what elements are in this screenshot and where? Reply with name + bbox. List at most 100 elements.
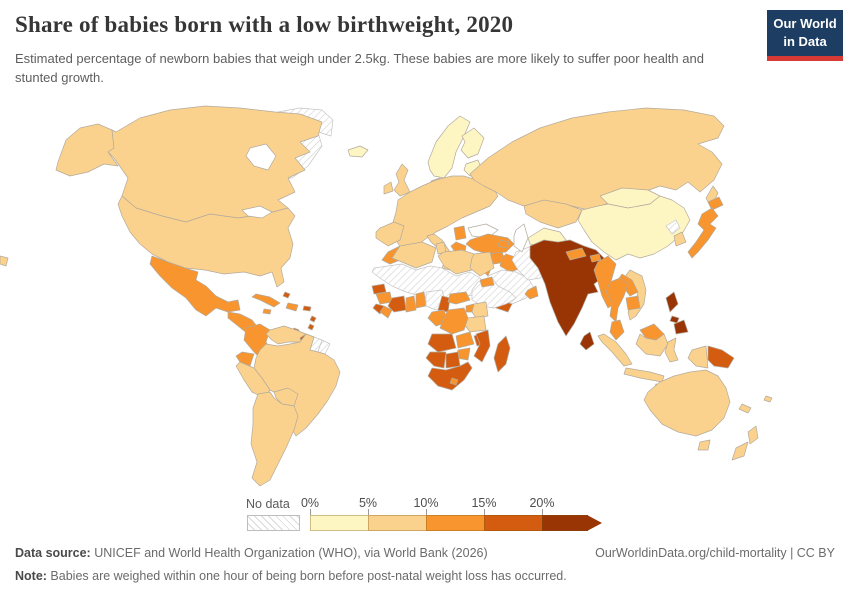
region-sumatra[interactable] — [597, 333, 633, 367]
owid-logo-line2: in Data — [783, 34, 827, 50]
legend-tick-label: 15% — [471, 496, 497, 510]
country-new-caledonia[interactable] — [738, 403, 752, 414]
country-cambodia[interactable] — [625, 295, 641, 311]
region-nz-south[interactable] — [731, 441, 749, 461]
country-cote-divoire[interactable] — [387, 295, 407, 313]
country-jamaica[interactable] — [262, 308, 272, 315]
country-algeria[interactable] — [391, 241, 437, 269]
country-alaska[interactable] — [55, 123, 119, 177]
country-central-african-republic[interactable] — [447, 291, 471, 305]
country-drc[interactable] — [439, 307, 469, 335]
country-oman[interactable] — [524, 285, 539, 300]
region-philippines-luzon[interactable] — [665, 291, 679, 313]
country-papua-new-guinea[interactable] — [707, 345, 735, 369]
country-venezuela[interactable] — [265, 325, 307, 345]
country-south-africa[interactable] — [427, 361, 473, 391]
country-mozambique[interactable] — [473, 329, 491, 363]
legend-bin-10-15[interactable] — [426, 515, 486, 531]
owid-logo[interactable]: Our World in Data — [767, 10, 843, 61]
region-europe-mainland[interactable] — [391, 175, 499, 251]
legend-tick — [426, 509, 427, 515]
country-usa[interactable] — [117, 195, 296, 288]
country-azerbaijan[interactable] — [497, 239, 510, 249]
country-north-korea[interactable] — [665, 219, 681, 235]
country-fiji[interactable] — [763, 395, 773, 403]
country-thailand[interactable] — [605, 277, 629, 323]
page-title: Share of babies born with a low birthwei… — [15, 12, 514, 37]
country-iceland[interactable] — [347, 145, 369, 158]
country-finland[interactable] — [460, 127, 485, 159]
country-egypt[interactable] — [469, 251, 495, 277]
country-uk[interactable] — [393, 163, 411, 197]
legend-no-data-swatch[interactable] — [247, 515, 300, 531]
country-puerto-rico[interactable] — [302, 305, 312, 312]
country-namibia[interactable] — [425, 351, 447, 369]
country-brazil[interactable] — [253, 333, 341, 437]
legend-tick-label: 0% — [300, 496, 320, 510]
legend-tick-label: 20% — [529, 496, 555, 510]
region-philippines-visayas[interactable] — [669, 315, 680, 324]
country-turkey[interactable] — [465, 233, 515, 255]
country-ghana[interactable] — [405, 295, 417, 313]
legend-bin-15-20[interactable] — [484, 515, 544, 531]
country-zambia[interactable] — [455, 331, 475, 349]
region-norway-sweden[interactable] — [427, 115, 471, 179]
region-west-papua[interactable] — [687, 345, 709, 369]
country-ireland[interactable] — [383, 181, 394, 195]
region-togo-benin[interactable] — [415, 291, 427, 309]
region-india-pakistan-bangladesh[interactable] — [529, 239, 609, 337]
region-java[interactable] — [623, 367, 665, 383]
region-argentina-chile[interactable] — [250, 391, 299, 487]
region-borneo-malaysia[interactable] — [639, 323, 665, 341]
legend-arrow — [587, 515, 602, 531]
country-kenya[interactable] — [471, 301, 489, 319]
country-serbia[interactable] — [453, 225, 467, 241]
legend-bin-20-plus[interactable] — [542, 515, 588, 531]
hudson-bay — [245, 143, 277, 171]
country-lesotho[interactable] — [449, 377, 459, 386]
owid-logo-line1: Our World — [773, 16, 837, 31]
country-cuba[interactable] — [251, 293, 281, 308]
region-nz-north[interactable] — [747, 425, 759, 445]
region-philippines-mindanao[interactable] — [673, 319, 689, 335]
region-hokkaido[interactable] — [707, 196, 724, 211]
region-iberia[interactable] — [375, 221, 405, 247]
country-bahamas[interactable] — [282, 291, 291, 299]
country-senegal[interactable] — [371, 283, 387, 295]
country-hispaniola[interactable] — [285, 302, 299, 312]
country-angola[interactable] — [427, 333, 457, 353]
country-libya[interactable] — [437, 249, 475, 275]
legend-bin-0-5[interactable] — [310, 515, 370, 531]
rights-link[interactable]: OurWorldinData.org/child-mortality | CC … — [595, 546, 835, 560]
note-label: Note: — [15, 569, 47, 583]
legend-tick-label: 5% — [358, 496, 378, 510]
country-russia[interactable] — [469, 107, 725, 211]
legend-tick — [542, 509, 543, 515]
legend-tick-label: 10% — [413, 496, 439, 510]
country-south-korea[interactable] — [673, 231, 687, 247]
region-chukotka[interactable] — [0, 255, 9, 267]
region-sulawesi[interactable] — [664, 337, 679, 363]
country-mexico[interactable] — [149, 255, 241, 317]
map-legend: No data 0% 5% 10% 15% 20% — [245, 496, 625, 536]
note-line: Note: Babies are weighed within one hour… — [15, 569, 835, 583]
country-botswana[interactable] — [445, 351, 461, 369]
country-australia[interactable] — [643, 369, 731, 437]
country-sri-lanka[interactable] — [579, 331, 595, 351]
country-malaysia[interactable] — [609, 319, 625, 341]
country-canada[interactable] — [107, 105, 323, 223]
country-kazakhstan[interactable] — [523, 199, 583, 229]
chart-subtitle: Estimated percentage of newborn babies t… — [15, 51, 704, 85]
country-eritrea[interactable] — [479, 276, 495, 288]
country-japan[interactable] — [687, 207, 719, 259]
data-source-line: Data source: UNICEF and World Health Org… — [15, 546, 835, 560]
country-madagascar[interactable] — [493, 335, 511, 373]
note-text: Babies are weighed within one hour of be… — [46, 569, 567, 583]
region-lesser-antilles[interactable] — [307, 315, 317, 331]
region-tasmania[interactable] — [697, 439, 711, 451]
legend-bin-5-10[interactable] — [368, 515, 428, 531]
caspian-sea — [513, 223, 529, 253]
country-liberia[interactable] — [379, 305, 393, 319]
country-nepal[interactable] — [565, 247, 587, 261]
